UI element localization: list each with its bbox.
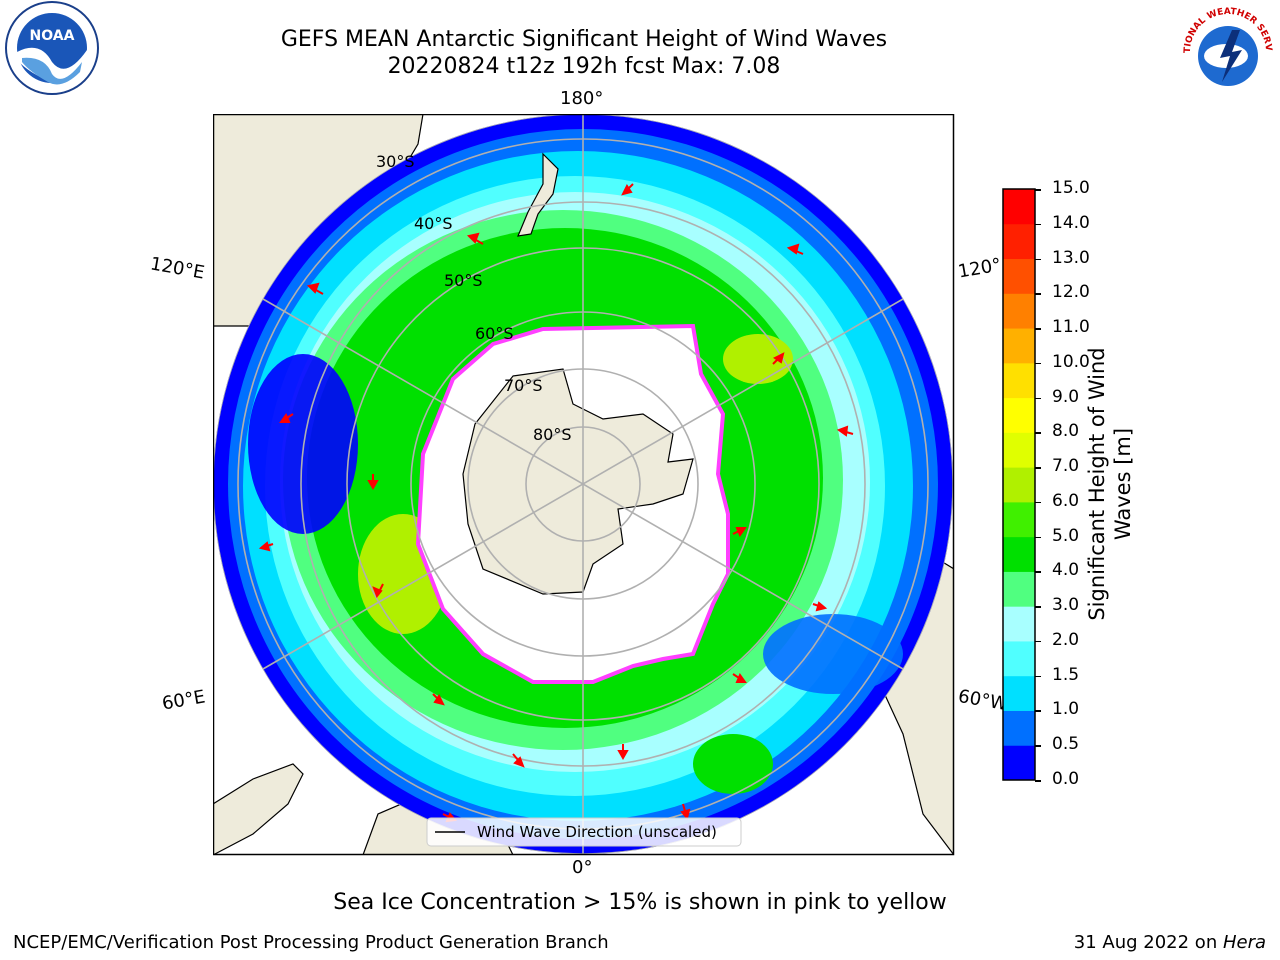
lat-label-80s: 80°S xyxy=(533,425,572,444)
sea-ice-note: Sea Ice Concentration > 15% is shown in … xyxy=(333,890,947,915)
colorbar-segment xyxy=(1003,397,1035,433)
colorbar-segment xyxy=(1003,293,1035,329)
polar-map: Wind Wave Direction (unscaled) xyxy=(213,114,955,856)
colorbar-tick-mark xyxy=(1035,223,1041,226)
colorbar-tick-label: 0.5 xyxy=(1052,734,1080,755)
colorbar-tick-label: 10.0 xyxy=(1052,351,1090,372)
colorbar-tick-mark xyxy=(1035,501,1041,504)
lon-label-120w: 120° xyxy=(956,254,1003,283)
colorbar-tick-mark xyxy=(1035,571,1041,573)
chart-title: GEFS MEAN Antarctic Significant Height o… xyxy=(280,27,888,52)
colorbar-tick-mark xyxy=(1035,675,1041,678)
lat-label-40s: 40°S xyxy=(414,214,453,233)
lat-label-50s: 50°S xyxy=(444,271,483,290)
colorbar-segment xyxy=(1003,710,1035,746)
arrow xyxy=(512,753,525,768)
nws-logo: NATIONAL WEATHER SERVICE xyxy=(1176,0,1275,99)
colorbar-tick-mark xyxy=(1035,606,1041,608)
colorbar-tick-mark xyxy=(1035,536,1041,539)
arrow xyxy=(836,425,854,437)
colorbar-segment xyxy=(1003,501,1035,538)
colorbar-segment xyxy=(1003,675,1035,711)
colorbar-tick-label: 8.0 xyxy=(1052,421,1080,442)
colorbar-segment xyxy=(1003,189,1035,225)
arrow xyxy=(307,282,324,295)
legend-label: Wind Wave Direction (unscaled) xyxy=(477,823,717,841)
lon-label-60e: 60°E xyxy=(160,686,207,715)
lon-label-180: 180° xyxy=(560,88,604,109)
arrow xyxy=(680,803,691,821)
colorbar-tick-label: 1.5 xyxy=(1052,664,1080,685)
colorbar-tick-mark xyxy=(1035,710,1041,712)
colorbar-segment xyxy=(1003,606,1035,642)
colorbar-tick-mark xyxy=(1035,397,1041,400)
colorbar-tick-label: 13.0 xyxy=(1052,247,1090,268)
arrow xyxy=(732,527,747,538)
colorbar-tick-label: 0.0 xyxy=(1052,769,1080,789)
lat-label-30s: 30°S xyxy=(376,152,415,171)
colorbar-tick-label: 6.0 xyxy=(1052,490,1080,511)
arrow xyxy=(732,672,747,683)
colorbar-tick-mark xyxy=(1035,640,1041,643)
colorbar-tick-label: 3.0 xyxy=(1052,595,1080,616)
colorbar-segment xyxy=(1003,432,1035,468)
colorbar xyxy=(1002,188,1036,781)
colorbar-label-line1: Significant Height of Wind xyxy=(1085,347,1109,621)
colorbar-tick-label: 9.0 xyxy=(1052,386,1080,407)
footer-machine: Hera xyxy=(1222,932,1266,953)
noaa-logo: NOAA xyxy=(5,1,99,95)
arrow xyxy=(372,583,384,598)
map-legend: Wind Wave Direction (unscaled) xyxy=(426,817,742,847)
colorbar-tick-mark xyxy=(1035,745,1041,747)
colorbar-tick-mark xyxy=(1035,258,1041,261)
colorbar-tick-mark xyxy=(1035,328,1041,330)
arrow xyxy=(279,412,294,423)
arrow xyxy=(772,352,785,365)
colorbar-tick-label: 11.0 xyxy=(1052,317,1090,338)
footer-date-line: 31 Aug 2022 on Hera xyxy=(1074,932,1266,953)
colorbar-tick-mark xyxy=(1035,189,1041,191)
colorbar-tick-label: 2.0 xyxy=(1052,629,1080,650)
colorbar-tick-label: 1.0 xyxy=(1052,699,1080,720)
colorbar-tick-label: 15.0 xyxy=(1052,178,1090,198)
colorbar-tick-label: 4.0 xyxy=(1052,560,1080,581)
colorbar-segment xyxy=(1003,745,1035,781)
chart-subtitle: 20220824 t12z 192h fcst Max: 7.08 xyxy=(387,54,781,79)
footer-date: 31 Aug 2022 on xyxy=(1073,932,1223,953)
colorbar-segment xyxy=(1003,258,1035,294)
arrow xyxy=(621,183,634,196)
noaa-wordmark: NOAA xyxy=(30,28,75,44)
colorbar-tick-label: 12.0 xyxy=(1052,282,1090,303)
colorbar-tick-mark xyxy=(1035,780,1041,782)
lat-label-60s: 60°S xyxy=(475,324,514,343)
arrow xyxy=(258,541,274,552)
new-zealand-land xyxy=(517,152,559,237)
arrow xyxy=(467,232,484,245)
lon-label-0: 0° xyxy=(572,857,593,878)
arrow xyxy=(617,744,629,761)
colorbar-segment xyxy=(1003,328,1035,364)
africa-land xyxy=(213,763,304,855)
lat-label-70s: 70°S xyxy=(504,376,543,395)
arrow xyxy=(432,693,445,706)
arrow xyxy=(786,243,804,255)
colorbar-segment xyxy=(1003,536,1035,572)
colorbar-segment xyxy=(1003,362,1035,399)
colorbar-tick-mark xyxy=(1035,362,1041,365)
colorbar-tick-label: 7.0 xyxy=(1052,456,1080,477)
colorbar-tick-mark xyxy=(1035,293,1041,295)
arrow xyxy=(367,474,379,491)
colorbar-tick-mark xyxy=(1035,467,1041,469)
colorbar-tick-label: 14.0 xyxy=(1052,212,1090,233)
footer-org: NCEP/EMC/Verification Post Processing Pr… xyxy=(13,932,609,953)
lon-label-120e: 120°E xyxy=(148,253,207,284)
colorbar-segment xyxy=(1003,467,1035,503)
colorbar-tick-label: 5.0 xyxy=(1052,525,1080,546)
colorbar-tick-mark xyxy=(1035,432,1041,434)
colorbar-segment xyxy=(1003,223,1035,260)
colorbar-label-line2: Waves [m] xyxy=(1111,427,1135,541)
arrow xyxy=(812,601,828,612)
colorbar-segment xyxy=(1003,640,1035,677)
colorbar-segment xyxy=(1003,571,1035,607)
